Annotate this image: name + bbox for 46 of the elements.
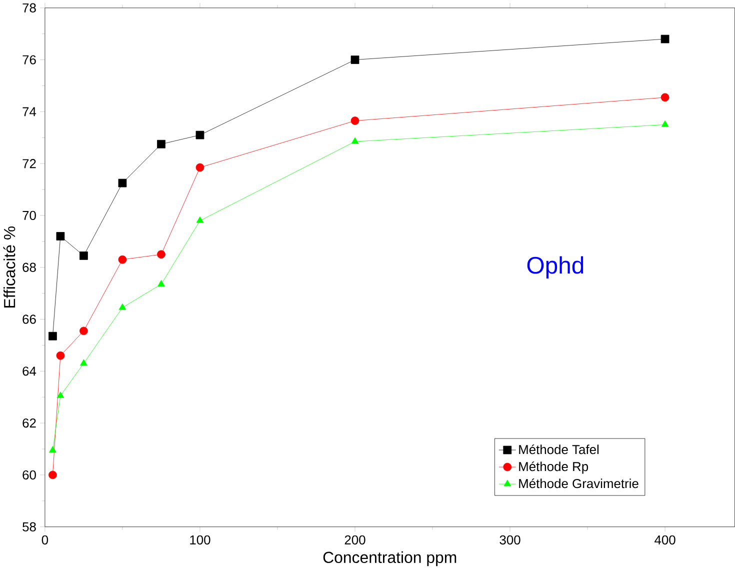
y-tick-label: 76 [22, 55, 36, 65]
y-tick-label: 60 [22, 470, 36, 480]
point [350, 56, 360, 64]
point [56, 232, 65, 241]
y-tick-label: 70 [22, 211, 36, 220]
legend-label: Méthode Rp [519, 462, 588, 474]
point [80, 327, 88, 336]
y-tick-label: 58 [22, 522, 36, 532]
y-tick-label: 68 [22, 263, 36, 272]
point [157, 140, 166, 149]
x-tick-label: 300 [500, 536, 520, 545]
x-tick-label: 200 [344, 536, 366, 545]
point [48, 471, 57, 480]
point [56, 352, 65, 360]
point [196, 216, 204, 224]
point [118, 256, 127, 264]
point [118, 304, 126, 310]
y-tick-label: 66 [22, 314, 36, 324]
y-tick-label: 74 [22, 107, 36, 116]
x-axis-title: Concentration ppm [323, 552, 456, 566]
point [196, 131, 204, 140]
point [350, 116, 360, 126]
point [660, 35, 670, 44]
point [158, 280, 165, 287]
point [80, 359, 88, 366]
annotation: Ophd [527, 256, 584, 279]
point [351, 138, 359, 144]
x-tick-label: 0 [42, 536, 48, 545]
point [56, 392, 64, 398]
y-tick-label: 78 [22, 4, 36, 13]
point [660, 93, 670, 102]
point [118, 179, 127, 188]
point [196, 164, 204, 172]
point [80, 252, 88, 260]
point [48, 332, 57, 341]
y-tick-label: 62 [22, 418, 36, 428]
y-tick-label: 64 [22, 366, 36, 376]
legend-label: Méthode Tafel [519, 444, 599, 454]
point [661, 120, 669, 128]
y-axis-title: Efficacité % [3, 226, 16, 308]
x-tick-label: 100 [190, 536, 210, 545]
x-tick-label: 400 [654, 536, 676, 545]
y-tick-label: 72 [22, 159, 36, 168]
point [49, 446, 56, 453]
point [157, 250, 166, 259]
legend-label: Méthode Gravimetrie [519, 478, 638, 488]
